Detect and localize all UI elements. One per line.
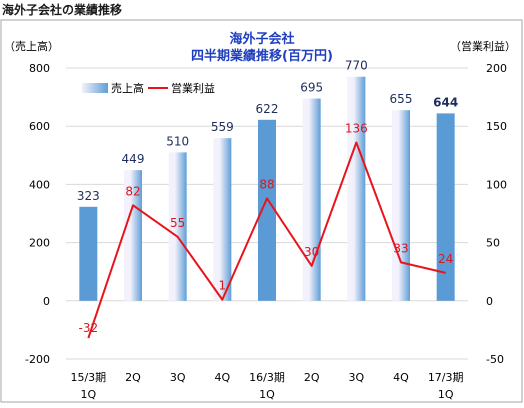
right-tick-label: 50 [486, 237, 500, 250]
left-tick-label: 800 [29, 62, 50, 75]
profit-value-label: -32 [79, 321, 99, 335]
sales-value-label: 655 [390, 92, 413, 106]
profit-value-label: 33 [393, 241, 408, 255]
category-label: 2Q [304, 371, 320, 384]
sales-bar [213, 138, 232, 301]
category-label-sub: 1Q [80, 388, 96, 401]
right-tick-label: -50 [486, 353, 504, 366]
category-label: 4Q [214, 371, 230, 384]
sales-value-label: 770 [345, 59, 368, 73]
sales-value-label: 644 [433, 95, 458, 109]
profit-value-label: 30 [304, 245, 319, 259]
sales-value-label: 323 [77, 189, 100, 203]
right-tick-label: 100 [486, 178, 507, 191]
category-label: 3Q [348, 371, 364, 384]
category-label: 4Q [393, 371, 409, 384]
profit-value-label: 55 [170, 216, 185, 230]
sales-bar [347, 76, 366, 301]
legend-sales-swatch [82, 83, 108, 93]
chart: 323 449 510 559 622 695 770 655 644 -32 82 55 1 88 30 1… [0, 19, 523, 403]
category-label: 17/3期 [428, 371, 464, 384]
category-label: 2Q [125, 371, 141, 384]
left-tick-label: 0 [43, 295, 50, 308]
sales-bar [258, 119, 276, 301]
sales-value-label: 449 [122, 152, 145, 166]
left-tick-label: 600 [29, 120, 50, 133]
left-tick-label: 200 [29, 237, 50, 250]
profit-value-label: 24 [438, 252, 453, 266]
profit-value-label: 1 [219, 279, 227, 293]
profit-value-label: 82 [125, 184, 140, 198]
right-tick-label: 150 [486, 120, 507, 133]
chart-title-line2: 四半期業績推移(百万円) [191, 48, 333, 64]
category-label: 3Q [170, 371, 186, 384]
right-tick-label: 200 [486, 62, 507, 75]
category-label: 16/3期 [249, 371, 285, 384]
sales-bar [436, 113, 455, 301]
page-heading: 海外子会社の業績推移 [2, 3, 123, 17]
profit-value-label: 88 [259, 177, 274, 191]
right-tick-label: 0 [486, 295, 493, 308]
sales-value-label: 510 [166, 134, 189, 148]
profit-line [87, 141, 446, 339]
left-axis-label: （売上高） [4, 39, 59, 53]
right-axis-label: （営業利益） [450, 39, 516, 53]
sales-bar [124, 170, 142, 301]
category-label-sub: 1Q [259, 388, 275, 401]
sales-bar [392, 110, 410, 301]
sales-bar [302, 98, 321, 301]
chart-title-line1: 海外子会社 [229, 31, 294, 47]
profit-value-label: 136 [345, 121, 368, 135]
sales-value-label: 695 [300, 81, 323, 95]
left-tick-label: -200 [25, 353, 50, 366]
sales-value-label: 622 [256, 102, 279, 116]
legend-profit-label: 営業利益 [171, 81, 215, 95]
sales-bar [168, 152, 187, 301]
sales-bar [79, 206, 98, 301]
category-label: 15/3期 [70, 371, 106, 384]
sales-value-label: 559 [211, 120, 234, 134]
chart-frame: 323 449 510 559 622 695 770 655 644 -32 82 55 1 88 30 1… [0, 19, 524, 404]
legend-sales-label: 売上高 [111, 81, 144, 95]
category-label-sub: 1Q [438, 388, 454, 401]
left-tick-label: 400 [29, 178, 50, 191]
